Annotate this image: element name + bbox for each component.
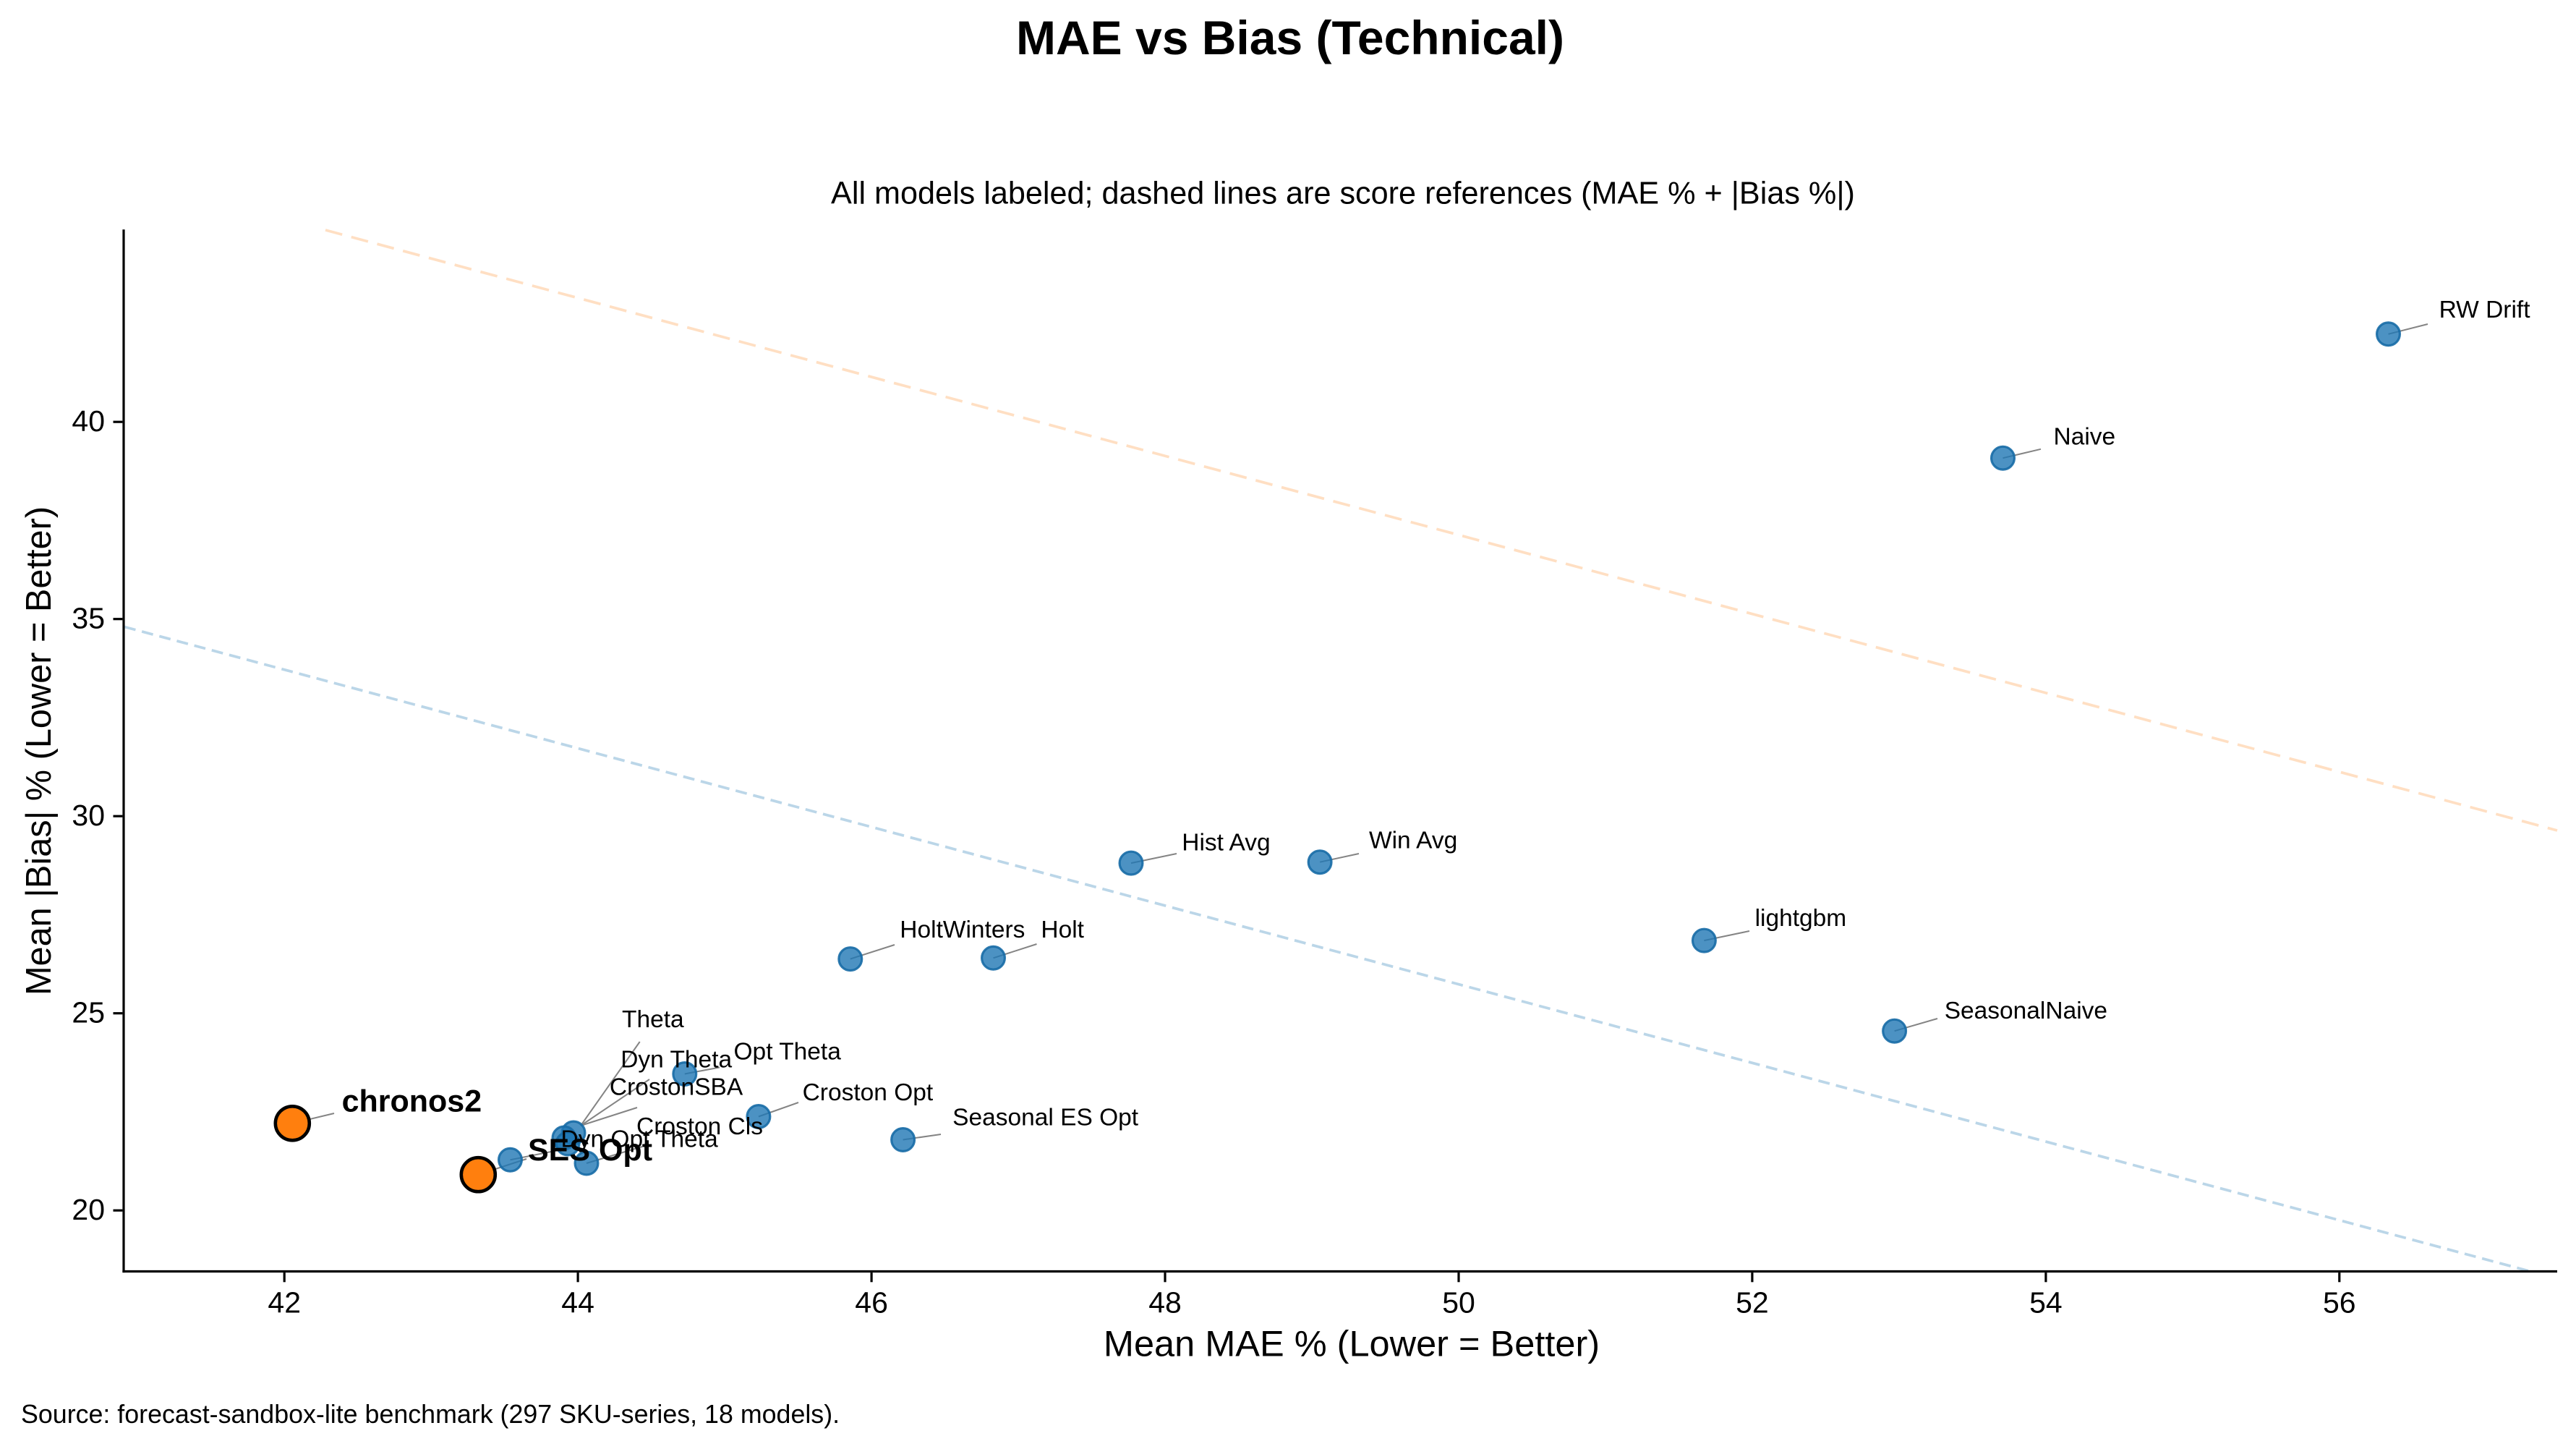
svg-text:44: 44 [561,1286,594,1320]
svg-text:Croston Cls: Croston Cls [636,1113,763,1140]
svg-text:20: 20 [72,1193,105,1226]
svg-text:56: 56 [2323,1286,2356,1320]
svg-text:42: 42 [268,1286,301,1320]
svg-text:Hist Avg: Hist Avg [1182,830,1270,857]
svg-text:54: 54 [2029,1286,2063,1320]
svg-text:30: 30 [72,799,105,832]
svg-text:SES Opt: SES Opt [528,1133,652,1168]
svg-text:Mean |Bias| % (Lower = Better): Mean |Bias| % (Lower = Better) [20,506,59,995]
svg-text:Mean MAE % (Lower = Better): Mean MAE % (Lower = Better) [1104,1323,1600,1364]
svg-text:25: 25 [72,995,105,1029]
svg-text:MAE vs Bias (Technical): MAE vs Bias (Technical) [1016,11,1564,64]
svg-text:35: 35 [72,601,105,634]
svg-text:Dyn Opt Theta: Dyn Opt Theta [561,1126,719,1152]
svg-text:Croston Opt: Croston Opt [803,1079,934,1106]
svg-text:chronos2: chronos2 [342,1084,482,1119]
svg-text:CrostonSBA: CrostonSBA [610,1074,743,1101]
svg-text:40: 40 [72,404,105,438]
svg-text:50: 50 [1442,1286,1475,1320]
svg-text:46: 46 [855,1286,888,1320]
svg-text:SeasonalNaive: SeasonalNaive [1945,998,2107,1024]
svg-text:All models labeled; dashed lin: All models labeled; dashed lines are sco… [831,177,1855,211]
svg-text:Win Avg: Win Avg [1369,828,1457,854]
svg-text:Theta: Theta [622,1006,684,1033]
svg-text:lightgbm: lightgbm [1755,905,1847,932]
svg-text:52: 52 [1736,1286,1769,1320]
svg-text:48: 48 [1148,1286,1182,1320]
svg-text:Holt: Holt [1041,917,1084,943]
svg-text:Naive: Naive [2054,423,2116,450]
svg-text:Seasonal ES Opt: Seasonal ES Opt [952,1105,1139,1131]
svg-text:RW Drift: RW Drift [2439,297,2531,323]
svg-text:Opt Theta: Opt Theta [734,1039,842,1066]
svg-text:HoltWinters: HoltWinters [900,917,1025,943]
svg-text:Source: forecast-sandbox-lite: Source: forecast-sandbox-lite benchmark … [21,1400,840,1429]
svg-text:Dyn Theta: Dyn Theta [620,1046,732,1073]
